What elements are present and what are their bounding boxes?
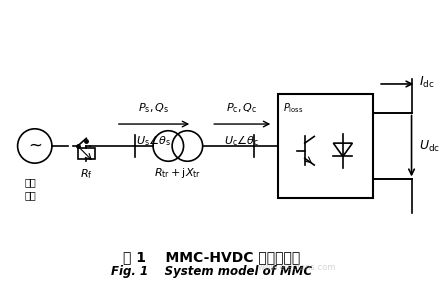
Text: $U_{\rm c}\angle\theta_{\rm c}$: $U_{\rm c}\angle\theta_{\rm c}$ (224, 134, 259, 148)
Text: $I_{\rm dc}$: $I_{\rm dc}$ (419, 74, 435, 90)
Text: ~: ~ (28, 137, 42, 155)
Text: $U_{\rm dc}$: $U_{\rm dc}$ (419, 139, 440, 154)
Text: $R_{\rm f}$: $R_{\rm f}$ (80, 167, 93, 181)
Text: www.elecfans.com: www.elecfans.com (258, 262, 336, 272)
Text: Fig. 1    System model of MMC: Fig. 1 System model of MMC (111, 265, 312, 278)
Text: $U_{\rm s}\angle\theta_{\rm s}$: $U_{\rm s}\angle\theta_{\rm s}$ (137, 134, 172, 148)
Text: $R_{\rm tr}+{\rm j}X_{\rm tr}$: $R_{\rm tr}+{\rm j}X_{\rm tr}$ (154, 166, 202, 180)
Text: 交流: 交流 (24, 177, 36, 187)
Text: $P_{\rm loss}$: $P_{\rm loss}$ (283, 101, 303, 115)
Text: $P_{\rm s},Q_{\rm s}$: $P_{\rm s},Q_{\rm s}$ (138, 102, 170, 116)
Bar (278, 93, 374, 198)
Text: 系统: 系统 (24, 191, 36, 200)
Bar (78, 148, 95, 159)
Text: $P_{\rm c},Q_{\rm c}$: $P_{\rm c},Q_{\rm c}$ (226, 102, 258, 116)
Text: 图 1    MMC-HVDC 换流站模型: 图 1 MMC-HVDC 换流站模型 (123, 251, 300, 265)
